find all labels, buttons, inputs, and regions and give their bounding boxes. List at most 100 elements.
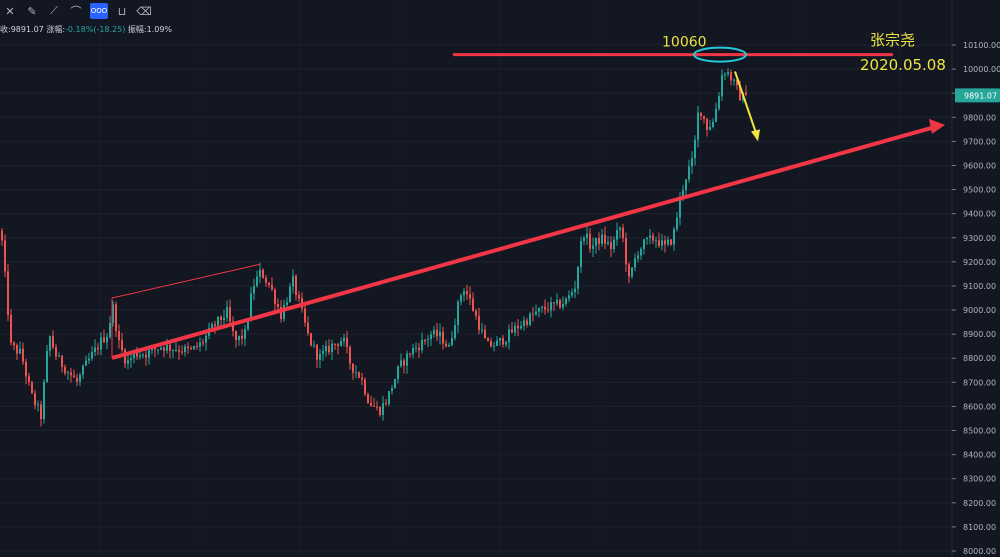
candle-body <box>436 329 438 337</box>
candle-body <box>106 336 108 343</box>
candle-body <box>574 288 576 293</box>
candle-body <box>592 245 594 249</box>
candle-body <box>31 382 33 394</box>
candle-body <box>394 379 396 389</box>
candle-body <box>145 354 147 358</box>
candle-body <box>361 377 363 380</box>
candle-body <box>223 317 225 320</box>
crosshair-icon[interactable]: ✕ <box>5 4 15 18</box>
candle-body <box>580 240 582 268</box>
candle-body <box>79 374 81 382</box>
candle-body <box>739 85 741 101</box>
candle-body <box>673 229 675 245</box>
candle-body <box>187 346 189 349</box>
support-trendline[interactable] <box>111 124 936 360</box>
candle-body <box>400 360 402 367</box>
candle-body <box>388 391 390 404</box>
candle-body <box>448 344 450 347</box>
candle-body <box>253 286 255 294</box>
candle-body <box>118 331 120 341</box>
magnet-icon[interactable]: OOO <box>90 3 108 19</box>
candle-body <box>211 324 213 328</box>
candle-body <box>610 242 612 250</box>
candle-body <box>190 348 192 350</box>
candle-body <box>139 355 141 357</box>
candle-body <box>745 92 747 96</box>
candle-body <box>286 302 288 305</box>
candle-body <box>556 299 558 304</box>
price-tick-label: 9300.00 <box>963 234 996 243</box>
price-tick-label: 9100.00 <box>963 282 996 291</box>
candle-body <box>334 343 336 345</box>
candle-body <box>310 333 312 346</box>
candle-body <box>220 316 222 320</box>
price-tick-label: 9600.00 <box>963 161 996 170</box>
candle-body <box>538 308 540 312</box>
candle-body <box>322 351 324 354</box>
candle-body <box>427 339 429 341</box>
candle-body <box>49 336 51 351</box>
candle-body <box>406 353 408 366</box>
candle-body <box>412 347 414 355</box>
price-axis[interactable]: 8000.00 8100.00 8200.00 8300.00 8400.00 8500.… <box>951 0 1000 557</box>
candle-body <box>370 403 372 406</box>
chart-grid <box>0 44 952 552</box>
price-tick-label: 8300.00 <box>963 475 996 484</box>
candle-body <box>454 325 456 339</box>
price-tick-label: 9400.00 <box>963 210 996 219</box>
candle-body <box>55 347 57 357</box>
candle-body <box>91 352 93 359</box>
trendline-segment[interactable] <box>111 263 261 299</box>
candle-body <box>514 325 516 333</box>
candle-body <box>601 234 603 244</box>
author-label: 张宗尧 <box>870 31 915 49</box>
candle-body <box>730 72 732 81</box>
lock-icon[interactable]: ⊔ <box>117 4 127 18</box>
candle-body <box>499 337 501 341</box>
candle-body <box>127 360 129 364</box>
candle-body <box>700 112 702 116</box>
candle-body <box>403 360 405 366</box>
candle-body <box>166 344 168 351</box>
highlight-ellipse <box>693 46 747 63</box>
candle-body <box>376 406 378 408</box>
candle-body <box>544 306 546 310</box>
candle-body <box>679 197 681 218</box>
trash-icon[interactable]: ⌫ <box>136 4 152 18</box>
candle-body <box>520 326 522 329</box>
candle-body <box>130 358 132 361</box>
resistance-label: 10060 <box>662 35 707 51</box>
candle-body <box>727 72 729 75</box>
candle-body <box>478 315 480 331</box>
prediction-arrow[interactable] <box>734 71 757 134</box>
ohlc-infobar: 收:9891.07 涨幅:-0.18%(-18.25) 振幅:1.09% <box>0 24 172 35</box>
candle-body <box>598 237 600 244</box>
brush-icon[interactable]: ⌒ <box>70 5 82 18</box>
candle-body <box>4 240 6 272</box>
candle-body <box>532 313 534 315</box>
candle-body <box>613 239 615 250</box>
candle-body <box>688 166 690 180</box>
candle-body <box>703 115 705 119</box>
candle-body <box>268 282 270 286</box>
candle-body <box>67 372 69 374</box>
pencil-icon[interactable]: ✎ <box>27 4 37 18</box>
candle-body <box>277 303 279 307</box>
price-tick-label: 9800.00 <box>963 113 996 122</box>
candle-body <box>196 345 198 347</box>
candle-body <box>355 372 357 374</box>
ruler-icon[interactable]: ⟋ <box>50 4 58 17</box>
candle-body <box>202 342 204 344</box>
candle-body <box>262 269 264 278</box>
candle-body <box>22 348 24 362</box>
candle-body <box>718 96 720 109</box>
candle-body <box>241 335 243 339</box>
candle-body <box>733 79 735 81</box>
candle-body <box>307 322 309 334</box>
candle-body <box>382 403 384 416</box>
candle-body <box>232 321 234 332</box>
candle-body <box>655 240 657 242</box>
candle-body <box>586 233 588 238</box>
candle-body <box>658 240 660 246</box>
